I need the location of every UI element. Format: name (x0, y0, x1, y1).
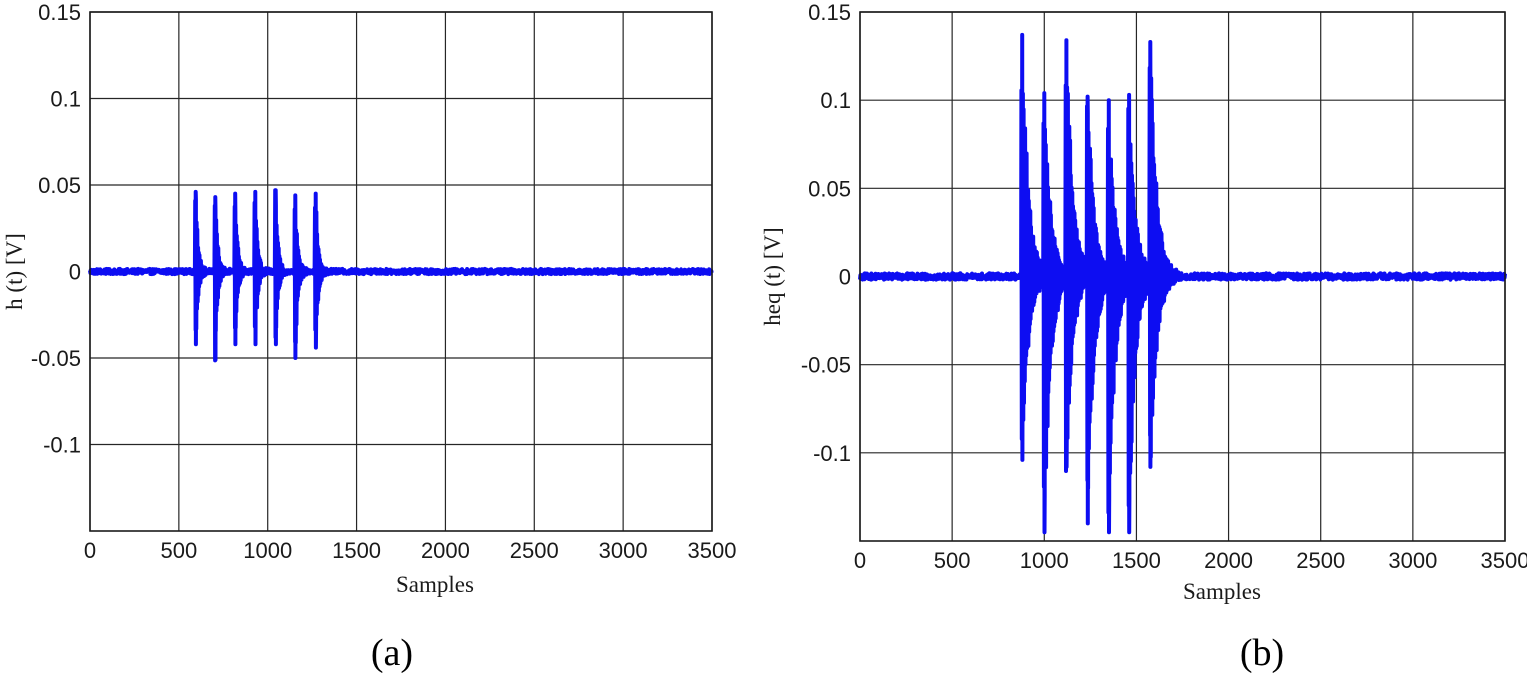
chart-panel-a: 0.15 0.1 0.05 0 -0.05 -0.1 0 500 1000 1500 2000 25… (2, 0, 736, 673)
series-line-heq (858, 32, 1507, 535)
x-tick-label: 2500 (510, 538, 559, 563)
x-tick-label: 1000 (243, 538, 292, 563)
y-tick-label: 0.05 (808, 176, 851, 201)
y-axis-label-a: h (t) [V] (2, 233, 27, 310)
x-axis-label-a: Samples (396, 572, 474, 597)
y-tick-label: -0.1 (43, 433, 81, 458)
x-tick-label: 1500 (332, 538, 381, 563)
panel-caption-b: (b) (1240, 632, 1284, 673)
x-tick-label: 0 (854, 548, 866, 573)
y-tick-label: 0.15 (38, 0, 81, 25)
x-tick-label: 3000 (1388, 548, 1437, 573)
y-tick-label: 0.05 (38, 173, 81, 198)
x-tick-label: 3500 (1481, 548, 1527, 573)
chart-panel-b: 0.15 0.1 0.05 0 -0.05 -0.1 0 500 1000 1500 2000 25… (760, 0, 1527, 673)
x-tick-label: 2000 (421, 538, 470, 563)
series-line-h (88, 188, 714, 363)
x-tick-labels-b: 0 500 1000 1500 2000 2500 3000 3500 (854, 548, 1527, 573)
y-axis-label-b: heq (t) [V] (760, 227, 785, 325)
y-tick-label: 0 (69, 260, 81, 285)
y-tick-label: -0.1 (813, 441, 851, 466)
y-tick-label: -0.05 (801, 353, 851, 378)
y-tick-label: 0.15 (808, 0, 851, 25)
y-tick-labels-b: 0.15 0.1 0.05 0 -0.05 -0.1 (801, 0, 851, 466)
plot-frame-b (859, 11, 1506, 542)
y-tick-label: 0.1 (50, 87, 81, 112)
x-tick-label: 2000 (1204, 548, 1253, 573)
x-tick-label: 1500 (1112, 548, 1161, 573)
x-tick-label: 500 (160, 538, 197, 563)
x-tick-label: 3500 (688, 538, 737, 563)
x-tick-labels-a: 0 500 1000 1500 2000 2500 3000 3500 (84, 538, 737, 563)
x-tick-label: 2500 (1296, 548, 1345, 573)
x-tick-label: 0 (84, 538, 96, 563)
x-tick-label: 500 (934, 548, 971, 573)
y-tick-labels-a: 0.15 0.1 0.05 0 -0.05 -0.1 (31, 0, 81, 458)
x-axis-label-b: Samples (1183, 579, 1261, 604)
y-tick-label: -0.05 (31, 346, 81, 371)
x-tick-label: 3000 (599, 538, 648, 563)
plot-frame-a (89, 11, 713, 532)
y-tick-label: 0 (839, 265, 851, 290)
y-tick-label: 0.1 (820, 88, 851, 113)
panel-caption-a: (a) (371, 632, 413, 673)
x-tick-label: 1000 (1020, 548, 1069, 573)
